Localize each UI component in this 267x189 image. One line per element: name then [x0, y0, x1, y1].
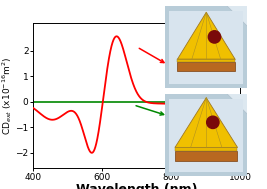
- Polygon shape: [227, 6, 247, 26]
- Polygon shape: [175, 98, 238, 147]
- Polygon shape: [178, 12, 235, 59]
- Bar: [175, 147, 238, 151]
- X-axis label: Wavelength (nm): Wavelength (nm): [76, 184, 198, 189]
- FancyBboxPatch shape: [169, 11, 243, 84]
- FancyBboxPatch shape: [169, 99, 243, 172]
- Bar: [178, 62, 235, 71]
- Y-axis label: CD$_{ext}$ (x10$^{-16}$m$^2$): CD$_{ext}$ (x10$^{-16}$m$^2$): [0, 56, 14, 135]
- Circle shape: [208, 31, 221, 43]
- Bar: [178, 59, 235, 62]
- Bar: [175, 151, 238, 161]
- Circle shape: [207, 116, 219, 129]
- Polygon shape: [227, 94, 247, 114]
